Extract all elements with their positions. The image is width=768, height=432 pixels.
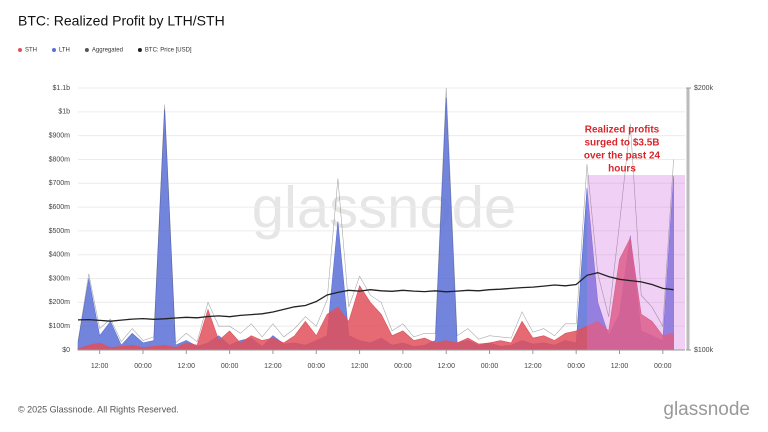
x-tick-label: 12:00 (524, 363, 542, 370)
price-line (77, 272, 674, 322)
y-tick-label: $1.1b (52, 85, 70, 92)
annotation: over the past 24 (584, 151, 661, 162)
annotation: surged to $3.5B (584, 138, 659, 149)
x-tick-label: 00:00 (567, 363, 585, 370)
watermark: glassnode (252, 175, 516, 240)
chart-title: BTC: Realized Profit by LTH/STH (18, 13, 225, 29)
y-tick-label: $300m (49, 275, 71, 282)
x-tick-label: 12:00 (437, 363, 455, 370)
aggregated-line (77, 87, 674, 344)
legend-marker (137, 48, 142, 52)
x-tick-label: 00:00 (481, 363, 499, 370)
y-tick-label: $0 (62, 347, 70, 354)
y-tick-label: $500m (49, 228, 71, 235)
y2-tick-label: $100k (694, 347, 714, 354)
highlight-region (587, 175, 685, 350)
x-tick-label: 00:00 (134, 363, 152, 370)
annotation: Realized profits (585, 125, 660, 136)
legend-marker (18, 48, 22, 52)
legend-label: LTH (59, 48, 70, 54)
x-tick-label: 12:00 (611, 363, 629, 370)
y-tick-label: $400m (49, 252, 71, 259)
legend-label: BTC: Price [USD] (145, 48, 192, 54)
legend-marker (52, 48, 56, 52)
legend-marker (84, 48, 89, 52)
y-tick-label: $700m (49, 180, 71, 187)
x-tick-label: 12:00 (178, 363, 196, 370)
x-tick-label: 12:00 (264, 363, 282, 370)
y-tick-label: $200m (49, 299, 71, 306)
x-tick-label: 00:00 (394, 363, 412, 370)
y-tick-label: $100m (49, 323, 71, 330)
y2-tick-label: $200k (694, 85, 714, 92)
annotation: hours (608, 164, 636, 175)
y-tick-label: $800m (49, 156, 71, 163)
y-tick-label: $1b (58, 109, 70, 116)
x-tick-label: 00:00 (654, 363, 672, 370)
x-tick-label: 12:00 (91, 363, 109, 370)
legend-label: Aggregated (92, 48, 123, 54)
x-tick-label: 00:00 (221, 363, 239, 370)
x-tick-label: 00:00 (307, 363, 325, 370)
footer: © 2025 Glassnode. All Rights Reserved. (18, 404, 179, 414)
y-tick-label: $600m (49, 204, 71, 211)
logo: glassnode (663, 399, 750, 420)
y-tick-label: $900m (49, 132, 71, 139)
x-tick-label: 12:00 (351, 363, 369, 370)
legend-label: STH (25, 48, 37, 54)
area (77, 237, 674, 351)
